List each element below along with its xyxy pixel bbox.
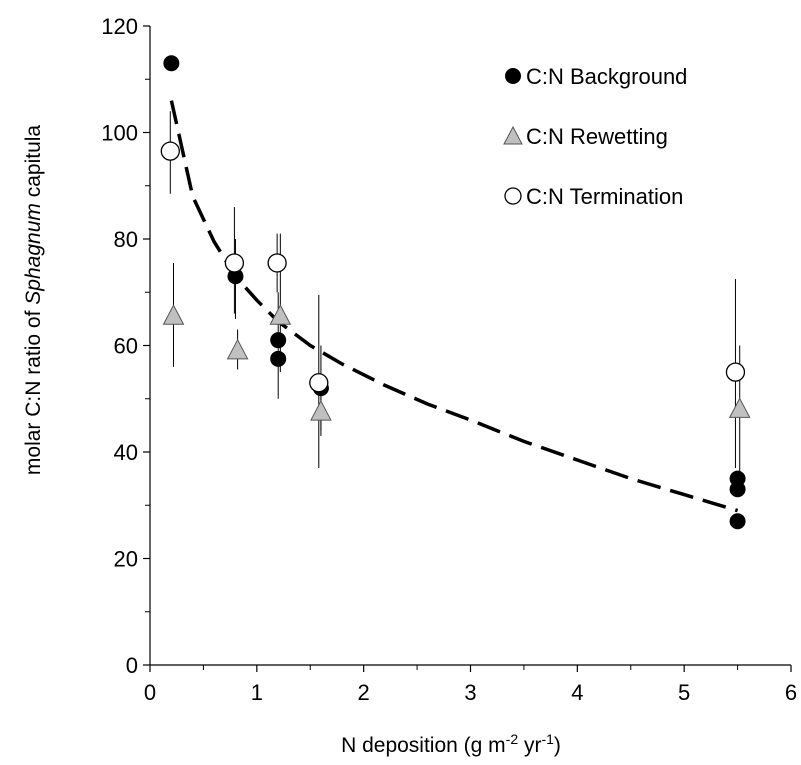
point-rewetting (728, 397, 751, 418)
point-background (270, 350, 287, 367)
y-tick-label: 40 (114, 440, 138, 465)
tick-marks (143, 25, 792, 672)
point-background (227, 268, 244, 285)
y-tick-label: 20 (114, 547, 138, 572)
x-axis-title: N deposition (g m-2 yr-1) (341, 731, 561, 757)
x-tick-label: 2 (358, 680, 370, 705)
trendline (169, 100, 739, 513)
point-rewetting (162, 304, 185, 325)
point-termination (224, 253, 245, 273)
legend-label-rewetting: C:N Rewetting (526, 124, 668, 149)
legend-label-background: C:N Background (526, 64, 687, 89)
y-tick-label: 0 (126, 653, 138, 678)
axes (149, 26, 791, 666)
error-bars (169, 111, 741, 479)
legend-entry-rewetting: C:N Rewetting (503, 124, 668, 149)
x-tick-label: 0 (144, 680, 156, 705)
x-tick-label: 5 (678, 680, 690, 705)
x-tick-label: 3 (464, 680, 476, 705)
legend: C:N Background C:N Rewetting C:N Termina… (503, 64, 687, 209)
legend-marker-termination (504, 187, 522, 205)
point-rewetting (226, 338, 249, 360)
legend-marker-background (505, 68, 521, 84)
y-tick-label: 80 (114, 227, 138, 252)
y-tick-label: 120 (101, 14, 138, 39)
point-background (729, 481, 746, 498)
x-tick-label: 4 (571, 680, 583, 705)
point-termination (725, 362, 746, 382)
trendline-path (169, 100, 739, 513)
legend-marker-rewetting (503, 125, 523, 145)
point-termination (267, 253, 287, 273)
legend-label-termination: C:N Termination (526, 184, 683, 209)
y-axis-title: molar C:N ratio of Sphagnum capitula (22, 125, 45, 476)
point-background (163, 55, 180, 72)
x-tick-label: 6 (785, 680, 797, 705)
point-rewetting (269, 304, 292, 325)
point-termination (160, 141, 180, 161)
x-tick-label: 1 (251, 680, 263, 705)
y-tick-label: 60 (114, 334, 138, 359)
data-points (160, 55, 751, 530)
legend-entry-background: C:N Background (505, 64, 687, 89)
legend-entry-termination: C:N Termination (504, 184, 683, 209)
point-background (729, 513, 746, 530)
point-rewetting (310, 399, 332, 421)
point-background (270, 332, 287, 349)
point-termination (309, 373, 329, 393)
y-tick-label: 100 (101, 121, 138, 146)
